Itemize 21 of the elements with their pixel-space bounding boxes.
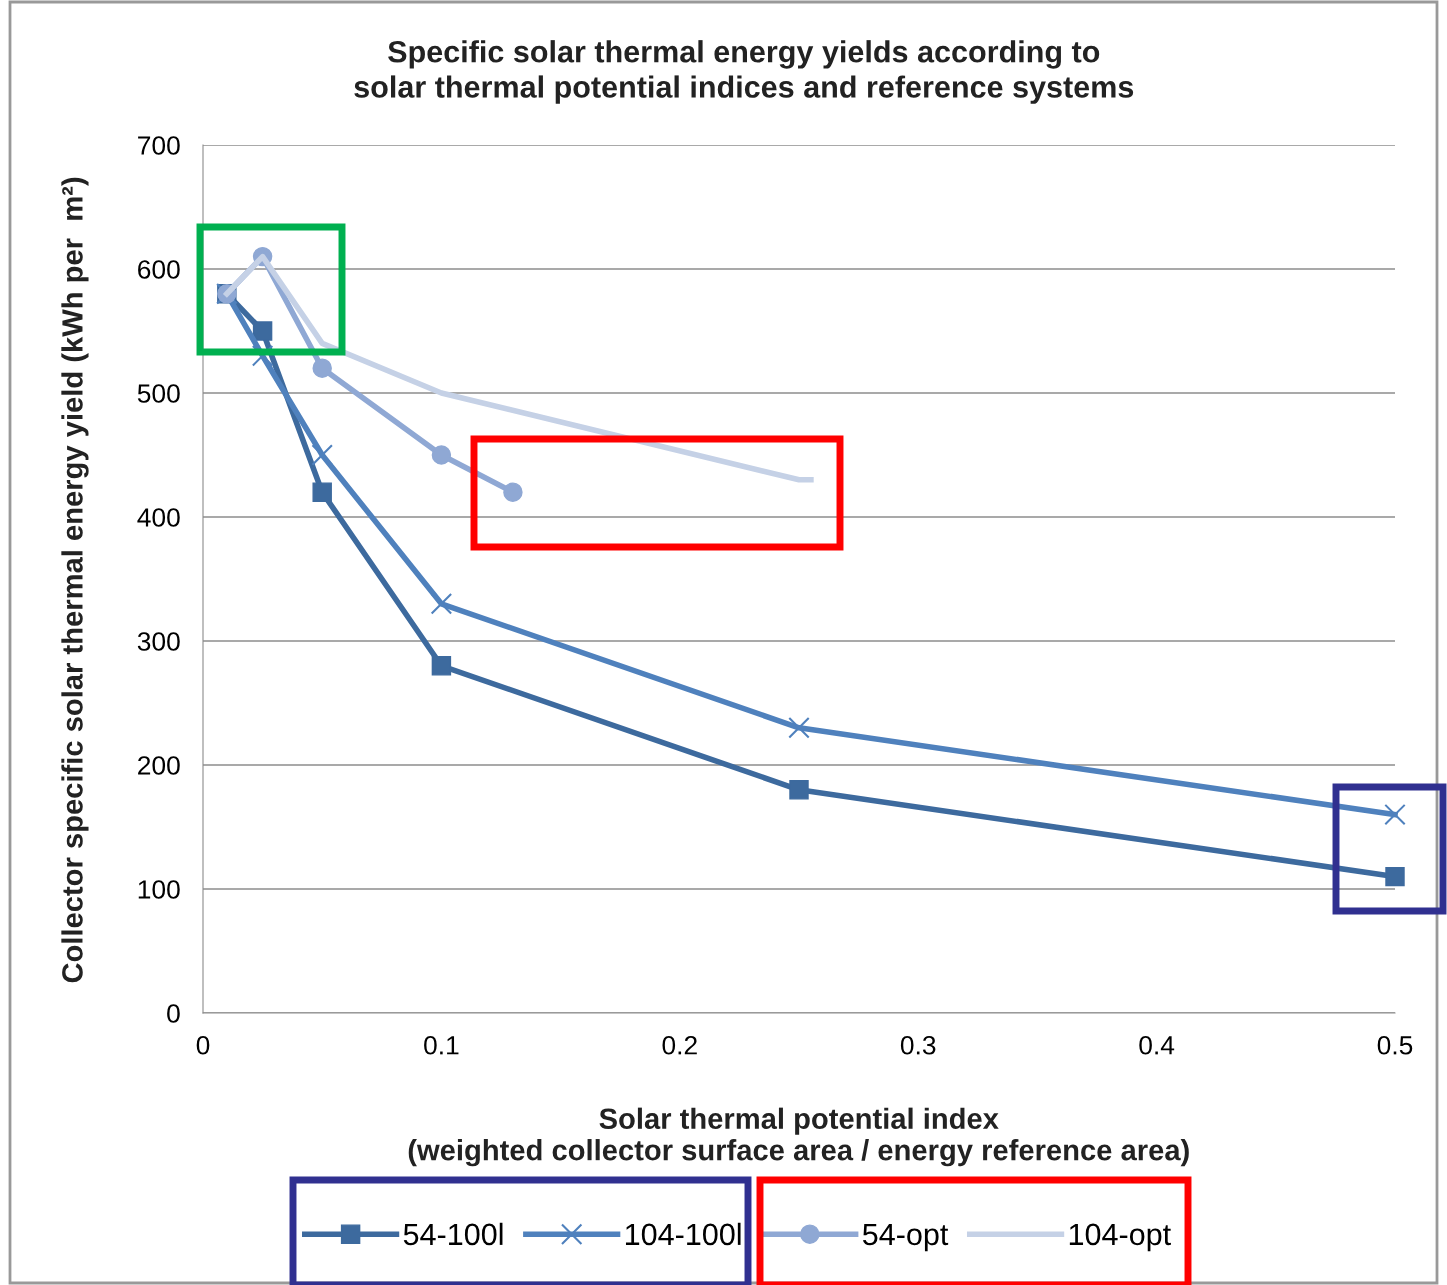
x-tick-label: 0.1 (424, 1035, 459, 1055)
y-tick-label: 400 (137, 508, 180, 527)
x-tick-label: 0.4 (1139, 1035, 1175, 1055)
x-tick-label: 0.5 (1377, 1035, 1413, 1055)
y-tick-label: 200 (138, 756, 180, 775)
legend-label: 54-opt (862, 1223, 949, 1252)
x-axis-title: Solar thermal potential index (weighted collector surface area / energy reference area) (408, 1107, 1189, 1167)
y-tick-label: 0 (167, 1004, 180, 1023)
y-axis-title: Collector specific solar thermal energy yield (kWh per m²) (61, 177, 89, 983)
y-tick-label: 500 (137, 384, 180, 403)
y-tick-label: 600 (138, 260, 180, 279)
y-tick-label: 300 (137, 632, 180, 651)
legend-label: 104-opt (1069, 1223, 1171, 1252)
x-tick-label: 0.2 (662, 1035, 697, 1055)
y-tick-label: 100 (138, 880, 180, 899)
y-tick-label: 700 (138, 136, 180, 155)
chart-title: Specific solar thermal energy yields according to solar thermal potential indices and reference systems (354, 40, 1134, 104)
legend-label: 54-100l (403, 1222, 503, 1246)
legend-label: 104-100l (625, 1222, 741, 1246)
x-tick-label: 0.3 (900, 1035, 936, 1055)
x-tick-label: 0 (196, 1035, 210, 1055)
